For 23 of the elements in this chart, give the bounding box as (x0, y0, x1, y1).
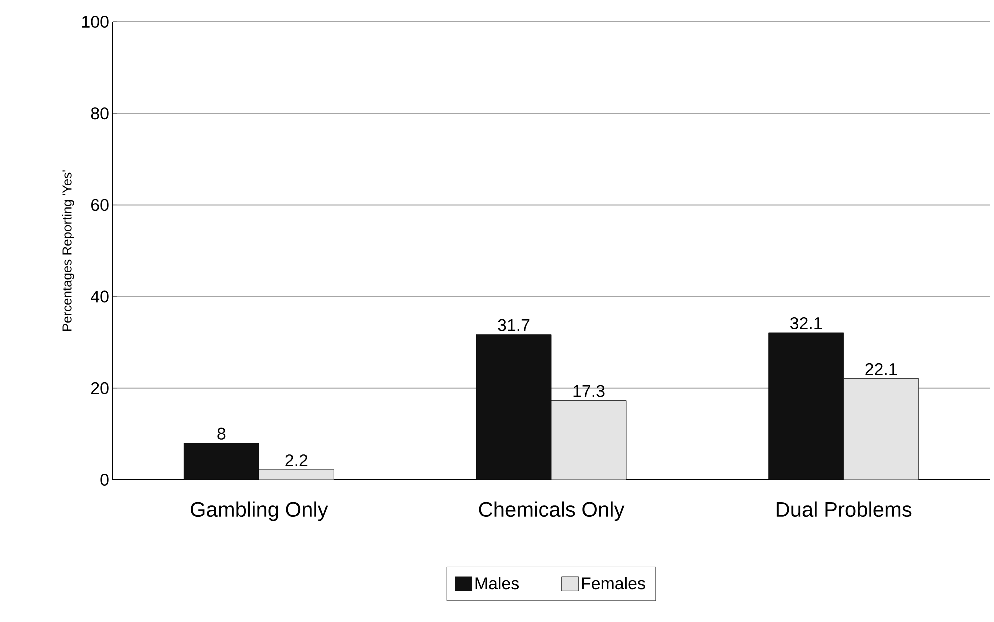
y-tick-label: 60 (92, 199, 109, 212)
legend-label: Females (582, 577, 646, 590)
y-tick-label: 0 (100, 474, 109, 486)
bar (768, 332, 844, 480)
y-tick-label: 40 (91, 290, 109, 303)
data-label: 2.2 (286, 454, 308, 466)
y-tick-label: 100 (82, 16, 109, 28)
x-tick-label: Chemicals Only (479, 502, 625, 522)
bar (184, 443, 260, 480)
bar (476, 334, 552, 480)
y-axis-title: Percentages Reporting 'Yes' (62, 170, 74, 332)
bar (844, 378, 920, 480)
x-tick-label: Dual Problems (776, 502, 912, 518)
legend-label: Males (476, 577, 520, 590)
x-tick-label: Gambling Only (191, 502, 328, 522)
data-label: 22.1 (866, 363, 897, 376)
data-label: 8 (218, 428, 226, 440)
data-label: 31.7 (498, 319, 530, 332)
data-label: 32.1 (790, 317, 822, 330)
y-tick-label: 80 (91, 108, 109, 120)
data-label: 17.3 (574, 385, 605, 398)
y-tick-label: 20 (92, 382, 109, 394)
bar (551, 400, 627, 480)
